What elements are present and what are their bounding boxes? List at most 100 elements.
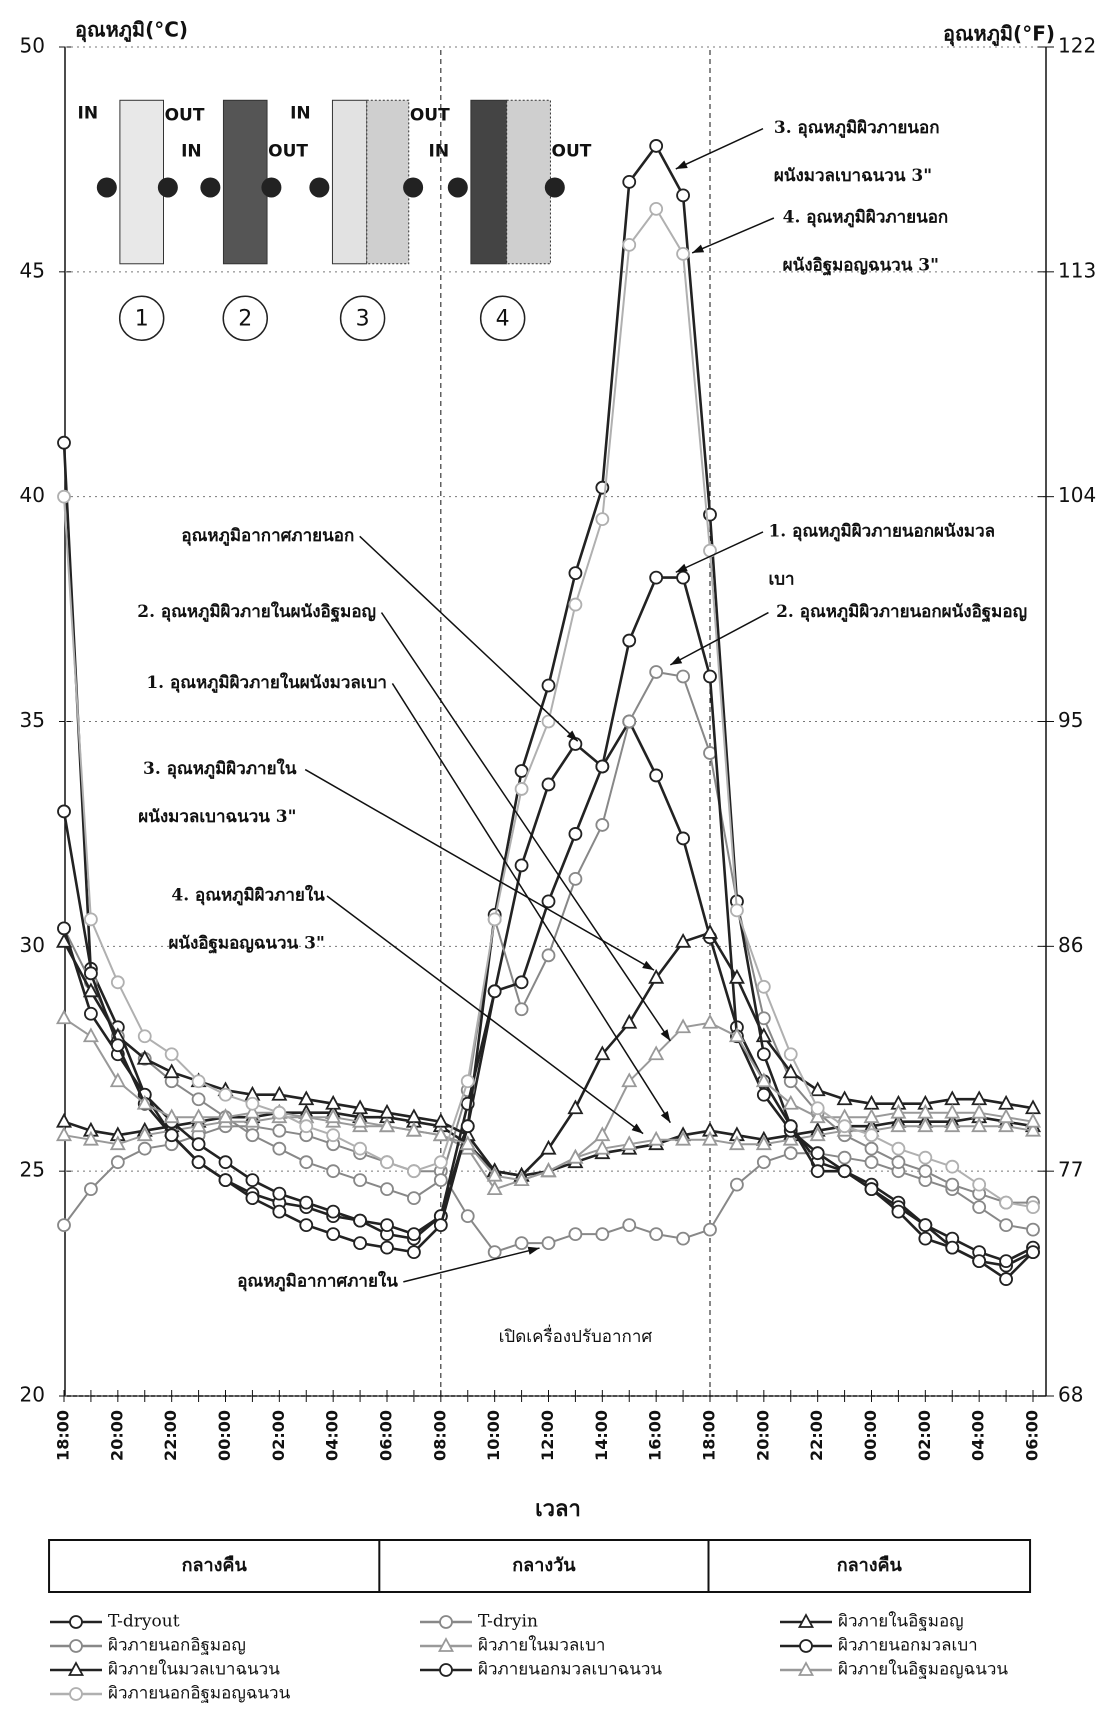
marker: [799, 1639, 813, 1653]
marker: [837, 1150, 852, 1165]
sensor: [403, 177, 424, 198]
marker: [972, 1177, 987, 1192]
annotation-arrow: [326, 895, 644, 1135]
marker: [57, 1218, 71, 1233]
marker: [460, 1074, 475, 1089]
marker: [648, 1045, 665, 1061]
marker: [432, 1126, 449, 1142]
sensor: [96, 177, 117, 198]
y-tick-label: 40: [20, 483, 45, 507]
marker: [568, 1227, 583, 1242]
annotation: 1. อุณหภูมิผิวภายในผนังมวลเบา: [146, 672, 387, 694]
annotation-arrow: [359, 535, 579, 742]
marker: [782, 1063, 799, 1079]
annotation-arrow: [675, 127, 764, 170]
x-axis-title: เวลา: [535, 1496, 581, 1522]
marker: [810, 1146, 825, 1161]
marker: [405, 1121, 422, 1137]
marker: [245, 1128, 260, 1143]
marker: [299, 1195, 314, 1210]
marker: [595, 512, 610, 527]
marker: [110, 1038, 125, 1053]
marker: [649, 1227, 664, 1242]
marker: [487, 984, 502, 999]
period-table: [48, 1539, 1032, 1593]
x-tick-label: 18:00: [700, 1410, 719, 1461]
sensor: [261, 177, 282, 198]
marker: [810, 1101, 825, 1116]
marker: [272, 1141, 287, 1156]
sensor: [544, 177, 565, 198]
marker: [245, 1191, 260, 1206]
marker: [972, 1200, 987, 1215]
marker: [69, 1615, 83, 1629]
y2-axis-title: อุณหภูมิ(°F): [943, 22, 1055, 48]
y2-tick-label: 95: [1058, 708, 1083, 732]
marker: [945, 1159, 960, 1174]
marker: [918, 1150, 933, 1165]
marker: [783, 1119, 798, 1134]
marker: [353, 1141, 367, 1156]
marker: [1026, 1200, 1040, 1215]
marker: [728, 968, 745, 984]
marker: [82, 1130, 99, 1146]
marker: [437, 1637, 455, 1652]
marker: [999, 1195, 1013, 1210]
series-line: [62, 931, 1034, 1178]
marker: [999, 1272, 1013, 1286]
marker: [352, 1112, 369, 1128]
marker: [299, 1155, 314, 1170]
marker: [164, 1047, 179, 1062]
x-tick-label: 20:00: [753, 1410, 772, 1461]
marker: [486, 1166, 503, 1182]
marker: [541, 714, 556, 729]
y-tick-label: 30: [20, 933, 45, 957]
marker: [380, 1155, 394, 1170]
marker: [136, 1049, 153, 1065]
marker: [217, 1108, 234, 1124]
inset-number: 3: [356, 306, 370, 331]
inset-in: IN: [78, 103, 99, 123]
wall: [331, 99, 368, 265]
marker: [487, 912, 502, 927]
x-tick-label: 18:00: [54, 1410, 73, 1461]
marker: [891, 1155, 906, 1170]
marker: [486, 1180, 503, 1196]
annotation: อุณหภูมิอากาศภายนอก: [181, 526, 354, 547]
marker: [998, 1117, 1015, 1133]
marker: [567, 1099, 584, 1115]
marker: [676, 570, 690, 585]
marker: [701, 1130, 719, 1146]
marker: [191, 1074, 206, 1089]
marker: [1024, 1121, 1042, 1137]
marker: [514, 1236, 529, 1251]
marker: [568, 566, 583, 581]
marker: [999, 1218, 1013, 1233]
y2-tick-label: 86: [1058, 933, 1083, 957]
y-tick-label: 45: [20, 258, 45, 282]
marker: [837, 1119, 852, 1134]
marker: [809, 1108, 826, 1124]
legend-label: ผิวภายนอกมวลเบาฉนวน: [478, 1660, 662, 1680]
marker: [514, 975, 529, 990]
x-tick-label: 12:00: [538, 1410, 557, 1461]
marker: [487, 1245, 502, 1260]
marker: [783, 1146, 798, 1161]
marker: [730, 903, 744, 918]
marker: [890, 1103, 907, 1119]
marker: [513, 1171, 530, 1187]
marker: [514, 764, 529, 778]
marker: [55, 932, 73, 948]
marker: [756, 979, 771, 994]
annotation-arrow: [403, 1247, 540, 1283]
annotation-arrow: [380, 612, 671, 1042]
arrow-head: [692, 244, 705, 253]
arrow-head: [642, 960, 654, 971]
marker: [945, 1240, 960, 1255]
marker: [541, 777, 556, 792]
wall: [119, 99, 164, 265]
marker: [218, 1173, 233, 1188]
marker: [864, 1141, 879, 1156]
marker: [218, 1087, 233, 1102]
marker: [782, 1130, 799, 1146]
